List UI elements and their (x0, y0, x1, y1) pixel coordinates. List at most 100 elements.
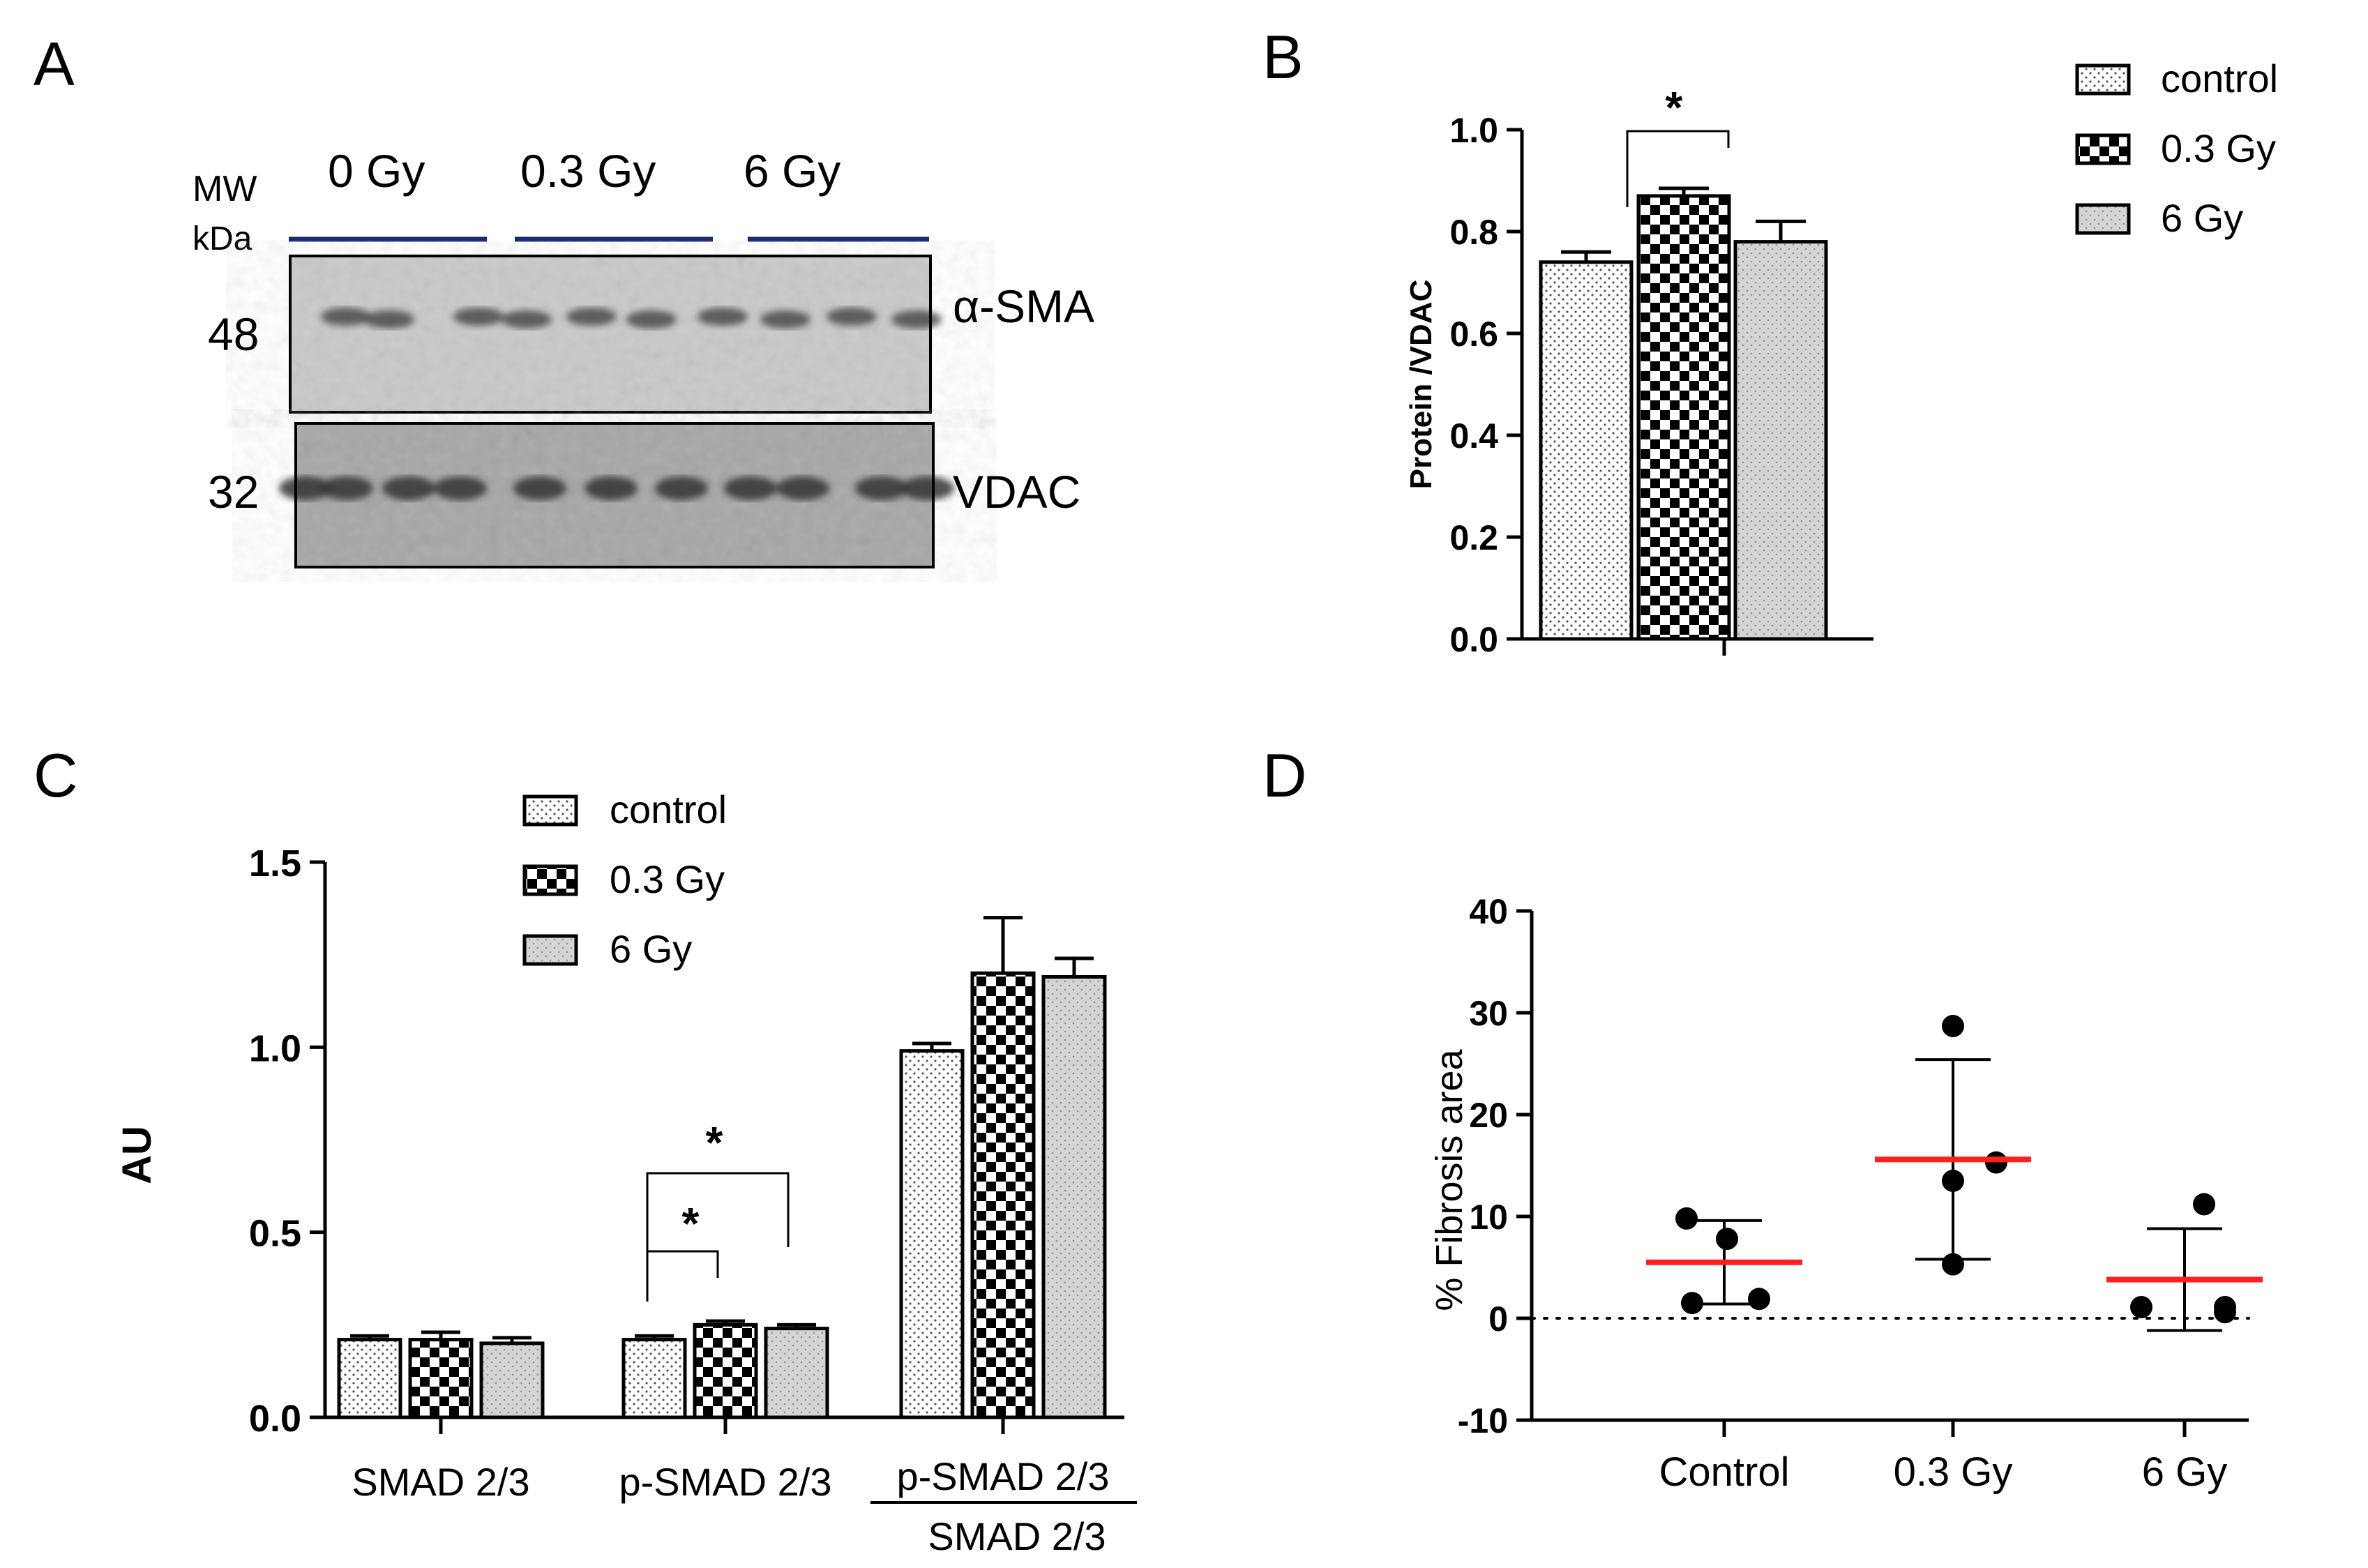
b-y-tick-label: 0.8 (1449, 213, 1498, 252)
b-significance-star: * (1666, 82, 1683, 133)
blot-group-label-0: 0 Gy (328, 145, 425, 197)
vdac-band (585, 476, 638, 500)
c-error-bar (492, 1336, 531, 1343)
chart-b: 0.0 0.2 0.4 0.6 0.8 1.0 Protein /VDAC * (1404, 82, 1873, 659)
c-bar (337, 1338, 402, 1419)
b-y-tick-label: 0.4 (1449, 416, 1498, 455)
legend-b-swatch-0.3gy (2075, 133, 2131, 165)
c-y-tick-label: 0.0 (249, 1398, 301, 1440)
vdac-band (855, 476, 908, 500)
d-data-point (2214, 1295, 2236, 1318)
b-y-label: Protein /VDAC (1404, 280, 1438, 490)
c-error-bar (635, 1334, 674, 1340)
d-y-tick-label: -10 (1458, 1401, 1508, 1440)
b-error-bar (1756, 219, 1806, 242)
c-y-tick-label: 1.5 (249, 843, 301, 884)
sma-band (827, 308, 877, 326)
c-category-label-psmad: p-SMAD 2/3 (619, 1460, 832, 1504)
vdac-band (513, 476, 566, 500)
sma-band (626, 310, 677, 329)
b-bar-control (1539, 260, 1634, 641)
b-y-tick-label: 0.2 (1449, 518, 1498, 557)
d-x-tick-label: Control (1659, 1449, 1790, 1495)
sma-band (760, 310, 810, 329)
c-y-label: AU (114, 1126, 160, 1184)
chart-d: -10 0 10 20 30 40 % Fibrosis area Control 0.3 Gy… (1428, 892, 2263, 1495)
d-y-tick-label: 10 (1469, 1198, 1508, 1237)
c-category-label-smad: SMAD 2/3 (352, 1460, 529, 1504)
d-data-point (1942, 1253, 1964, 1276)
legend-b: control 0.3 Gy 6 Gy (2075, 56, 2278, 240)
vdac-bands (279, 476, 954, 500)
d-data-point (1681, 1292, 1703, 1315)
d-data-point (1716, 1228, 1738, 1251)
mw-label: MW (193, 169, 257, 209)
d-y-label: % Fibrosis area (1428, 1048, 1470, 1311)
sma-band (566, 308, 617, 326)
legend-b-swatch-6gy (2075, 203, 2131, 235)
vdac-band (901, 476, 954, 500)
c-error-bar (421, 1330, 460, 1340)
blot-protein-alpha-sma: α-SMA (953, 280, 1094, 332)
c-y-tick-label: 1.0 (249, 1027, 301, 1069)
panel-a: A MW kDa 0 Gy 0.3 Gy 6 Gy 48 α-SMA 32 VD… (33, 29, 1094, 568)
c-bar (899, 1049, 965, 1419)
d-data-point (2193, 1193, 2215, 1216)
b-error-bar (1561, 250, 1611, 262)
panel-label-c: C (33, 741, 78, 810)
d-data-point (1985, 1151, 2007, 1174)
c-significance-star-0.3gy: * (682, 1198, 700, 1249)
c-bar (621, 1338, 687, 1419)
legend-b-swatch-control (2075, 63, 2131, 96)
panel-c: C control 0.3 Gy 6 Gy 0.0 0.5 1.0 1.5 AU ** S… (33, 741, 1137, 1558)
c-significance-star-6gy: * (706, 1117, 723, 1168)
b-y-tick-label: 0.6 (1449, 315, 1498, 354)
c-bar (764, 1327, 829, 1419)
d-y-tick-label: 20 (1469, 1096, 1508, 1135)
panel-label-a: A (33, 29, 75, 98)
vdac-band (382, 476, 435, 500)
blot-protein-vdac: VDAC (953, 466, 1080, 518)
sma-band (453, 308, 504, 326)
vdac-band (320, 476, 373, 500)
c-error-bar (706, 1319, 745, 1325)
legend-b-label-0.3gy: 0.3 Gy (2161, 126, 2276, 170)
sma-band (321, 308, 371, 326)
d-y-tick-label: 0 (1488, 1299, 1508, 1339)
d-data-point (1942, 1169, 1964, 1192)
mw-48: 48 (208, 308, 259, 360)
vdac-band (279, 476, 332, 500)
c-y-tick-label: 0.5 (249, 1213, 301, 1255)
sma-band (891, 310, 942, 329)
blot-vdac (279, 422, 954, 568)
b-y-tick-label: 0.0 (1449, 620, 1498, 659)
panel-b: B control 0.3 Gy 6 Gy 0.0 0.2 0.4 0.6 0.8 1.0… (1262, 22, 2278, 659)
b-bar-0.3Gy (1636, 194, 1731, 641)
kda-label: kDa (193, 220, 252, 257)
chart-c: 0.0 0.5 1.0 1.5 AU ** (114, 843, 1124, 1440)
panel-label-d: D (1262, 741, 1307, 810)
b-error-bar (1659, 186, 1709, 196)
b-significance-bracket (1626, 130, 1730, 207)
c-error-bar (912, 1041, 951, 1051)
legend-c-label-0.3gy: 0.3 Gy (610, 857, 725, 901)
c-significance-bracket-0.3gy (646, 1250, 719, 1302)
d-data-point (1748, 1288, 1770, 1311)
c-bar (693, 1322, 758, 1419)
legend-c-label-6gy: 6 Gy (610, 927, 692, 971)
c-bar (408, 1338, 474, 1419)
b-y-tick-label: 1.0 (1449, 111, 1498, 150)
b-bar-6Gy (1733, 240, 1828, 641)
d-x-tick-label: 6 Gy (2142, 1449, 2228, 1495)
c-bar (479, 1341, 545, 1419)
d-x-tick-label: 0.3 Gy (1894, 1449, 2013, 1495)
panel-d: D -10 0 10 20 30 40 % Fibrosis area Control 0.3 … (1262, 741, 2263, 1495)
c-category-label-ratio-numerator: p-SMAD 2/3 (897, 1454, 1110, 1498)
c-error-bar (1055, 956, 1094, 977)
c-significance-bracket-6gy (646, 1172, 790, 1302)
legend-b-label-control: control (2161, 56, 2278, 100)
sma-band (501, 310, 552, 329)
mw-32: 32 (208, 466, 259, 518)
d-data-point (1942, 1014, 1964, 1037)
